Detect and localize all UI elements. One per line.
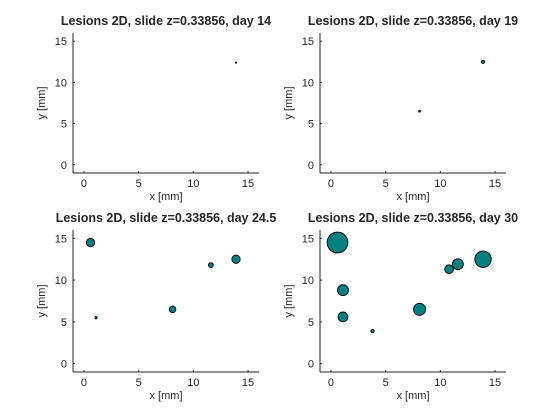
subplot-title: Lesions 2D, slide z=0.33856, day 24.5 xyxy=(56,211,277,225)
lesion-marker xyxy=(413,302,427,316)
y-tick-label: 0 xyxy=(308,160,314,172)
lesion-marker xyxy=(85,237,96,248)
x-tick-label: 0 xyxy=(328,377,334,389)
x-tick-label: 0 xyxy=(328,178,334,190)
subplot-4: 0 5 10 15 0 5 10 15 Lesions 2D, slide z=0.33856,… xyxy=(283,211,518,402)
subplot-3: 0 5 10 15 0 5 10 15 Lesions 2D, slide z=0.33856,… xyxy=(36,211,276,402)
lesion-marker xyxy=(231,254,241,264)
subplot-title: Lesions 2D, slide z=0.33856, day 14 xyxy=(61,14,271,28)
lesion-marker xyxy=(337,284,349,297)
lesion-marker xyxy=(337,311,349,323)
y-axis-label: y [mm] xyxy=(36,87,48,120)
x-axis-label: x [mm] xyxy=(150,191,183,203)
y-tick-label: 0 xyxy=(61,359,67,371)
x-tick-label: 0 xyxy=(81,377,87,389)
y-tick-label: 10 xyxy=(302,275,314,287)
x-tick-label: 15 xyxy=(242,178,254,190)
subplot-title: Lesions 2D, slide z=0.33856, day 30 xyxy=(308,211,518,225)
x-tick-label: 15 xyxy=(242,377,254,389)
y-tick-label: 10 xyxy=(302,77,314,89)
lesion-marker xyxy=(474,250,492,268)
x-tick-label: 10 xyxy=(187,178,199,190)
lesion-marker xyxy=(234,61,238,64)
y-axis-label: y [mm] xyxy=(36,285,48,318)
x-tick-label: 10 xyxy=(434,377,446,389)
x-tick-label: 5 xyxy=(136,377,142,389)
subplot-2: 0 5 10 15 0 5 10 15 Lesions 2D, slide z=0.33856,… xyxy=(283,14,518,203)
lesion-marker xyxy=(168,305,177,314)
y-axis-label: y [mm] xyxy=(283,87,295,120)
y-tick-label: 15 xyxy=(55,36,67,48)
x-axis-label: x [mm] xyxy=(150,390,183,402)
y-tick-label: 5 xyxy=(308,119,314,131)
x-tick-label: 0 xyxy=(81,178,87,190)
y-tick-label: 0 xyxy=(308,359,314,371)
lesion-marker xyxy=(480,59,486,64)
y-tick-label: 5 xyxy=(61,317,67,329)
y-axis-label: y [mm] xyxy=(283,285,295,318)
x-axis-label: x [mm] xyxy=(397,390,430,402)
lesion-marker xyxy=(326,231,349,254)
subplot-title: Lesions 2D, slide z=0.33856, day 19 xyxy=(308,14,518,28)
lesion-marker xyxy=(451,258,464,271)
x-tick-label: 5 xyxy=(136,178,142,190)
lesion-marker xyxy=(444,264,454,275)
y-tick-label: 15 xyxy=(55,233,67,245)
y-tick-label: 0 xyxy=(61,160,67,172)
x-tick-label: 5 xyxy=(383,377,389,389)
subplot-1: 0 5 10 15 0 5 10 15 Lesions 2D, slide z=0.33856,… xyxy=(36,14,271,203)
x-tick-label: 10 xyxy=(187,377,199,389)
lesion-marker xyxy=(370,328,375,334)
y-tick-label: 5 xyxy=(308,317,314,329)
lesion-marker xyxy=(418,109,421,113)
lesion-marker xyxy=(208,262,214,268)
x-tick-label: 15 xyxy=(489,178,501,190)
x-tick-label: 15 xyxy=(489,377,501,389)
y-tick-label: 5 xyxy=(61,119,67,131)
y-tick-label: 10 xyxy=(55,275,67,287)
y-tick-label: 15 xyxy=(302,36,314,48)
lesion-marker xyxy=(94,316,98,320)
x-tick-label: 5 xyxy=(383,178,389,190)
x-tick-label: 10 xyxy=(434,178,446,190)
x-axis-label: x [mm] xyxy=(397,191,430,203)
y-tick-label: 10 xyxy=(55,77,67,89)
y-tick-label: 15 xyxy=(302,233,314,245)
